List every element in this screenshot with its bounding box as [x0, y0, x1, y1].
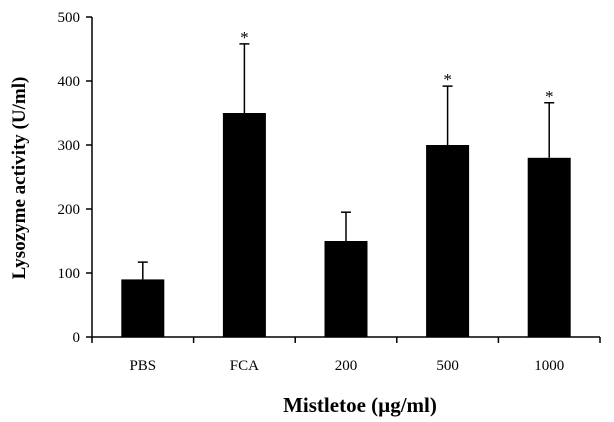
bar-1000: [527, 157, 571, 337]
y-tick-label: 500: [58, 10, 81, 26]
significance-star-1000: *: [545, 87, 554, 106]
x-tick-label: 1000: [534, 358, 564, 374]
error-bars: [137, 43, 555, 280]
y-tick-label: 300: [58, 138, 81, 154]
x-axis: PBS FCA 200 500 1000: [91, 336, 601, 374]
y-tick-label: 100: [58, 266, 81, 282]
y-tick-label: 400: [58, 74, 81, 90]
y-axis: 0 100 200 300 400 500: [58, 10, 93, 346]
bar-500: [426, 145, 470, 337]
significance-star-FCA: *: [240, 28, 249, 47]
significance-star-500: *: [443, 70, 452, 89]
y-tick-label: 200: [58, 202, 81, 218]
x-tick-label: FCA: [230, 358, 259, 374]
bar-200: [324, 241, 368, 337]
significance-markers: * * *: [240, 28, 553, 106]
bars: [121, 113, 571, 337]
bar-PBS: [121, 279, 165, 337]
x-tick-label: 200: [335, 358, 358, 374]
bar-FCA: [222, 113, 266, 337]
y-tick-label: 0: [73, 330, 81, 346]
y-axis-title: Lysozyme activity (U/ml): [9, 77, 30, 280]
x-axis-title: Mistletoe (µg/ml): [283, 393, 437, 417]
x-tick-label: 500: [436, 358, 459, 374]
x-tick-label: PBS: [129, 358, 156, 374]
